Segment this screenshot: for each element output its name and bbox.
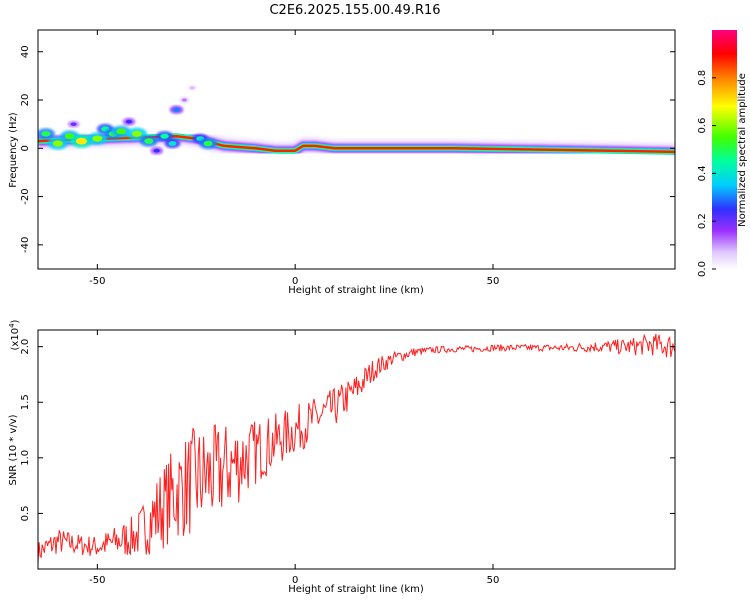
top-y-tick-label: 20	[20, 94, 31, 107]
top-y-tick-label: 0	[20, 145, 31, 151]
y-multiplier-exp: 4	[8, 323, 16, 328]
spectral-blob-core	[70, 122, 77, 126]
top-y-axis-label: Frequency (Hz)	[8, 112, 19, 188]
spectral-blob-core	[190, 86, 195, 90]
spectral-blob-core	[160, 133, 169, 139]
spectral-blob-core	[144, 138, 154, 144]
bottom-x-ticks: -50 0 50	[89, 330, 499, 586]
colorbar-tick-label: 0.2	[697, 213, 708, 229]
spectral-blob-core	[173, 107, 180, 112]
snr-content	[38, 333, 675, 564]
snr-marks	[38, 333, 675, 564]
spectral-blob-core	[75, 137, 88, 145]
bottom-y-tick-label: 1.5	[20, 394, 31, 410]
spectrogram-frame	[37, 29, 676, 270]
spectral-blob-core	[203, 140, 213, 147]
colorbar-gradient	[712, 30, 737, 269]
top-x-axis-label: Height of straight line (km)	[288, 285, 424, 296]
top-y-ticks: -40 -20 0 20 40	[20, 45, 675, 253]
spectral-blob-core	[182, 98, 187, 102]
spectrogram-content	[38, 85, 675, 160]
top-y-tick-label: -20	[20, 188, 31, 204]
top-x-ticks: -50 0 50	[89, 30, 499, 287]
spectral-blob-core	[92, 135, 103, 142]
spectral-blob-core	[168, 141, 177, 146]
y-multiplier-label: (x104)	[8, 319, 21, 350]
spectral-blob-core	[153, 148, 160, 153]
spectrogram-panel: -50 0 50 -40 -20 0 20 40 Height of straight li…	[8, 29, 676, 296]
colorbar-tick-label: 0.0	[697, 261, 708, 277]
spectrogram-marks	[38, 85, 675, 160]
top-x-tick-label: -50	[89, 276, 105, 287]
colorbar: 0.0 0.2 0.4 0.6 0.8 Normalized spectral ampl…	[697, 30, 748, 277]
bottom-x-tick-label: 50	[487, 575, 500, 586]
colorbar-label: Normalized spectral amplitude	[737, 73, 748, 227]
bottom-y-tick-label: 2.0	[20, 339, 31, 355]
bottom-x-tick-label: -50	[89, 575, 105, 586]
bottom-y-tick-label: 0.5	[20, 505, 31, 521]
figure-title: C2E6.2025.155.00.49.R16	[269, 3, 440, 18]
top-x-tick-label: 50	[487, 276, 500, 287]
spectral-blob-core	[52, 140, 63, 147]
bottom-y-axis-label: SNR (10 * v/v)	[8, 414, 19, 485]
bottom-x-tick-label: 0	[292, 575, 298, 586]
colorbar-tick-label: 0.8	[697, 70, 708, 86]
y-multiplier-base: (x10	[10, 328, 21, 351]
colorbar-tick-label: 0.4	[697, 165, 708, 181]
y-multiplier-close: )	[10, 319, 21, 323]
top-x-tick-label: 0	[292, 276, 298, 287]
bottom-x-axis-label: Height of straight line (km)	[288, 584, 424, 595]
spectral-blob-core	[116, 128, 126, 135]
bottom-y-ticks: 0.5 1.0 1.5 2.0	[20, 339, 675, 521]
colorbar-tick-label: 0.6	[697, 118, 708, 134]
snr-series-line	[38, 333, 675, 564]
snr-panel: -50 0 50 0.5 1.0 1.5 2.0 Height of straight l…	[8, 319, 676, 595]
spectral-blob-core	[125, 119, 133, 124]
spectral-blob-core	[41, 131, 51, 137]
top-y-tick-label: 40	[20, 45, 31, 58]
spectral-blob-core	[131, 130, 142, 137]
colorbar-ticks: 0.0 0.2 0.4 0.6 0.8	[697, 70, 716, 277]
snr-frame	[37, 329, 676, 570]
bottom-y-tick-label: 1.0	[20, 450, 31, 466]
top-y-tick-label: -40	[20, 237, 31, 253]
